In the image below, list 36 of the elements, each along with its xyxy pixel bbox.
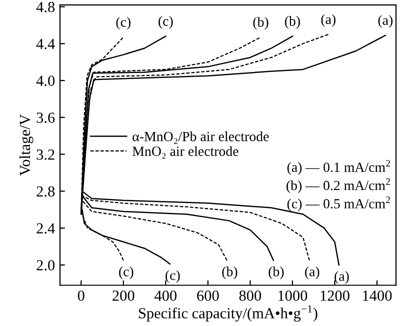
annotation: (c) [119, 266, 134, 280]
x-tick-label: 800 [239, 290, 262, 301]
y-tick-label: 2.8 [36, 186, 55, 197]
x-tick-label: 1400 [363, 290, 392, 301]
annotation: (c) — 0.5 mA/cm$^{2}$ [287, 196, 390, 212]
annotation: (c) [158, 16, 173, 29]
annotation: (b) [284, 16, 300, 29]
annotation: (c) [166, 270, 180, 283]
y-tick-label: 4.0 [36, 76, 55, 86]
y-axis-title: Voltage/V [19, 114, 34, 176]
annotation: (a) [378, 15, 393, 28]
annotation: (a) [305, 266, 320, 280]
y-tick-label: 3.2 [36, 149, 54, 160]
x-tick-label: 200 [112, 290, 134, 301]
y-tick-label: 3.6 [36, 112, 55, 123]
y-tick-label: 2.0 [36, 260, 55, 270]
annotation: (b) [268, 266, 284, 280]
legend-label: MnO₂ air electrode [132, 146, 238, 159]
annotation: (a) [321, 14, 336, 27]
line-series [80, 34, 386, 266]
x-tick-label: 0 [78, 290, 84, 301]
annotation: (b) [253, 16, 268, 30]
y-tick-label: 4.4 [36, 38, 55, 50]
x-tick-label: 1000 [278, 290, 308, 301]
y-tick-label: 2.4 [36, 223, 55, 234]
x-tick-label: 1200 [320, 290, 350, 301]
x-tick-label: 400 [154, 290, 177, 301]
annotation: (a) — 0.1 mA/cm$^{2}$ [287, 160, 390, 175]
annotation: (a) [334, 271, 349, 284]
x-axis-title: Specific capacity/(mA•h•g$^{−1}$) [138, 305, 318, 322]
annotation: (b) [222, 266, 238, 280]
legend-label: α-MnO₂/Pb air electrode [132, 131, 269, 144]
annotation: (b) — 0.2 mA/cm$^{2}$ [286, 178, 390, 194]
x-tick-label: 600 [197, 290, 219, 301]
y-tick-label: 4.8 [36, 2, 55, 12]
annotation: (c) [116, 16, 130, 30]
